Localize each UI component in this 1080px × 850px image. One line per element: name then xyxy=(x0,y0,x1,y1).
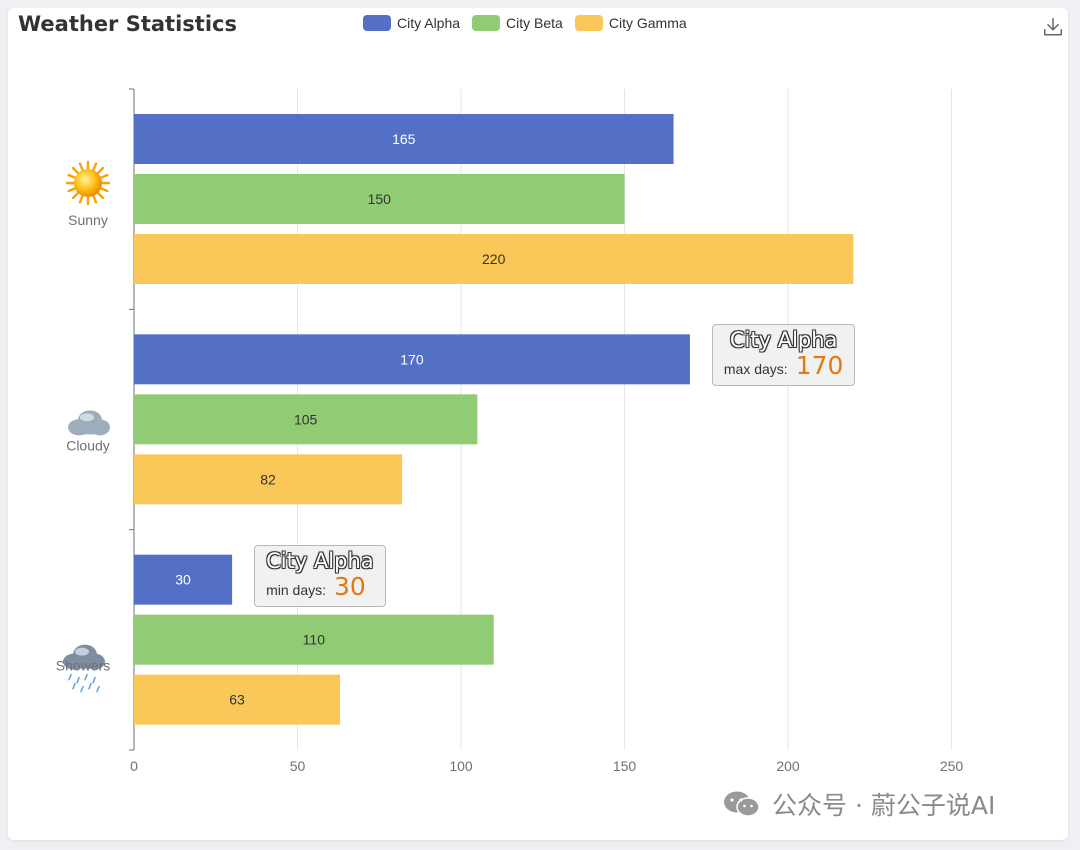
legend-swatch xyxy=(574,15,603,31)
sun-icon xyxy=(65,160,111,206)
x-tick-label: 0 xyxy=(130,758,138,774)
legend-label: City Beta xyxy=(506,15,563,31)
bar-value-label: 30 xyxy=(175,572,191,588)
watermark-text: 公众号 · 蔚公子说AI xyxy=(772,791,996,820)
legend-label: City Gamma xyxy=(608,15,687,31)
bar xyxy=(134,394,478,445)
bar xyxy=(134,454,403,505)
wechat-icon xyxy=(724,791,760,817)
tooltip-label: max days: xyxy=(723,361,788,378)
annotation-tooltip: City Alpha max days: 170 xyxy=(711,324,856,387)
tooltip-series-name: City Alpha xyxy=(729,328,838,353)
bar xyxy=(134,334,690,385)
legend-item[interactable]: City Gamma xyxy=(574,15,687,31)
tooltip-value: 30 xyxy=(334,571,366,601)
legend-swatch xyxy=(363,15,391,31)
y-category-label: Sunny xyxy=(68,212,108,228)
x-tick-label: 250 xyxy=(940,758,964,774)
bar-value-label: 170 xyxy=(400,351,424,367)
bar xyxy=(134,114,674,164)
bar xyxy=(134,674,341,725)
x-tick-label: 50 xyxy=(290,758,306,774)
tooltip-series-name: City Alpha xyxy=(266,548,374,573)
cloud-icon xyxy=(68,410,110,436)
bar-value-label: 63 xyxy=(229,692,245,708)
y-category-label: Showers xyxy=(56,658,110,674)
legend-label: City Alpha xyxy=(397,15,461,31)
legend-item[interactable]: City Beta xyxy=(472,15,563,31)
watermark: 公众号 · 蔚公子说AI xyxy=(722,786,995,822)
bar-value-label: 105 xyxy=(294,411,318,427)
x-tick-label: 100 xyxy=(449,758,473,774)
download-icon[interactable] xyxy=(1042,16,1064,38)
x-tick-label: 150 xyxy=(613,758,637,774)
bar xyxy=(134,234,854,284)
bar xyxy=(134,554,233,605)
bar xyxy=(134,174,625,224)
legend: City Alpha City Beta City Gamma xyxy=(363,15,699,31)
tooltip-value: 170 xyxy=(795,351,844,381)
bar-value-label: 110 xyxy=(303,632,326,648)
chart-title: Weather Statistics xyxy=(18,12,237,36)
tooltip-label: min days: xyxy=(266,581,327,598)
bar-value-label: 82 xyxy=(260,471,276,487)
showers-icon xyxy=(63,644,105,693)
bar-value-label: 220 xyxy=(482,251,506,267)
legend-item[interactable]: City Alpha xyxy=(363,15,460,31)
bar-value-label: 150 xyxy=(368,191,392,207)
bar xyxy=(134,614,494,665)
bar-value-label: 165 xyxy=(392,131,416,147)
annotation-tooltip: City Alpha min days: 30 xyxy=(254,544,386,607)
legend-swatch xyxy=(472,15,501,31)
y-category-label: Cloudy xyxy=(66,437,110,453)
x-tick-label: 200 xyxy=(776,758,800,774)
